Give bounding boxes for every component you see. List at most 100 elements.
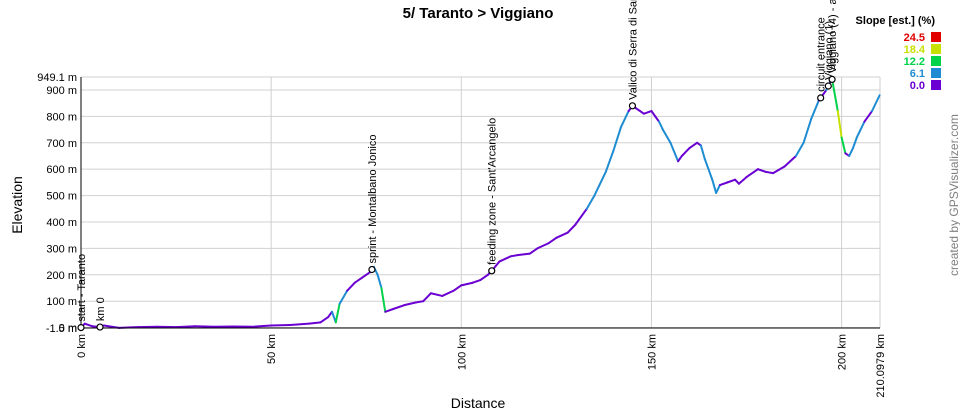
profile-segment: [334, 302, 341, 324]
waypoint-label: start - Taranto: [76, 254, 88, 322]
profile-segment: [414, 300, 425, 304]
y-tick-label: 700 m: [46, 138, 77, 150]
profile-segment: [745, 170, 756, 179]
x-axis-title: Distance: [451, 395, 506, 410]
waypoint-marker: [488, 267, 496, 275]
profile-segment: [871, 94, 881, 113]
legend-swatch: [931, 44, 941, 54]
profile-segment: [479, 273, 489, 282]
waypoint-marker: [368, 265, 376, 274]
profile-segment: [353, 276, 364, 284]
profile-segment: [338, 289, 349, 305]
profile-segment: [688, 141, 699, 150]
waypoint-marker: [817, 94, 825, 102]
credit-text: created by GPSVisualizer.com: [947, 114, 960, 276]
x-tick-label: 200 km: [837, 334, 849, 370]
y-tick-label: 0 m: [59, 323, 77, 335]
profile-segment: [836, 110, 843, 139]
waypoint-label: circuit entrance: [816, 17, 828, 92]
profile-segment: [726, 178, 737, 184]
profile-segment: [380, 286, 387, 313]
profile-segment: [699, 144, 706, 160]
profile-segment: [863, 110, 874, 123]
y-tick-label: 949.1 m: [37, 72, 77, 84]
profile-segment: [289, 322, 311, 326]
x-tick-label: 210.0979 km: [875, 334, 887, 398]
profile-segment: [650, 110, 657, 118]
profile-segment: [680, 147, 691, 157]
profile-segment: [658, 120, 664, 131]
profile-segment: [855, 128, 862, 139]
profile-segment: [711, 178, 718, 194]
waypoint-label: km 0: [95, 297, 107, 321]
profile-segment: [175, 325, 197, 329]
profile-segment: [102, 324, 121, 329]
profile-segment: [346, 281, 356, 292]
profile-segment: [585, 194, 596, 210]
profile-segment: [593, 170, 607, 197]
legend-value: 6.1: [910, 68, 925, 80]
x-tick-label: 50 km: [266, 334, 278, 364]
x-tick-label: 150 km: [646, 334, 658, 370]
profile-segment: [737, 176, 748, 185]
waypoint-marker: [96, 323, 104, 331]
profile-segment: [772, 165, 786, 175]
profile-segment: [471, 279, 482, 284]
profile-segment: [391, 304, 406, 311]
profile-segment: [422, 292, 432, 303]
profile-segment: [555, 231, 569, 239]
profile-segment: [821, 88, 828, 97]
profile-segment: [403, 301, 417, 307]
profile-segment: [620, 110, 630, 128]
profile-segment: [840, 136, 847, 155]
profile-segment: [452, 284, 463, 292]
legend-swatch: [931, 68, 941, 78]
legend-swatch: [931, 80, 941, 90]
profile-segment: [703, 157, 710, 171]
profile-segment: [308, 321, 322, 325]
profile-segment: [802, 118, 813, 144]
profile-segment: [460, 281, 474, 287]
profile-segment: [194, 325, 216, 328]
legend-value: 24.5: [904, 32, 925, 44]
waypoint-marker: [77, 324, 85, 332]
legend-title: Slope [est.] (%): [856, 15, 936, 27]
y-tick-label: 900 m: [46, 85, 77, 97]
waypoint-markers: start - Taranto km 0 sprint - Montalbano J…: [76, 0, 839, 332]
y-tick-label: 400 m: [46, 217, 77, 229]
y-tick-label: 800 m: [46, 111, 77, 123]
waypoint-marker: [824, 82, 832, 90]
profile-segment: [612, 125, 623, 152]
profile-segment: [642, 110, 653, 115]
waypoint-label: Viggiano (4) - arrivo: [827, 0, 839, 73]
slope-legend: Slope [est.] (%) 24.518.412.26.10.0: [856, 15, 941, 92]
profile-segment: [270, 323, 292, 327]
profile-segment: [764, 170, 775, 175]
profile-segment: [848, 147, 855, 157]
profile-segment: [376, 273, 383, 289]
profile-segment: [566, 223, 577, 234]
y-tick-label: 500 m: [46, 191, 77, 203]
profile-segment: [547, 236, 558, 245]
waypoint-marker: [828, 75, 836, 84]
profile-segment: [441, 289, 455, 297]
profile-segment: [517, 252, 531, 256]
profile-segment: [718, 181, 729, 187]
y-tick-label: 300 m: [46, 243, 77, 255]
waypoint-marker: [628, 102, 637, 110]
profile-segment: [319, 316, 330, 324]
profile-segment: [654, 115, 661, 123]
y-tick-label: -1.5 m: [46, 323, 77, 335]
y-tick-label: 200 m: [46, 270, 77, 282]
profile-segment: [536, 242, 550, 250]
profile-segment: [429, 292, 444, 297]
chart-title: 5/ Taranto > Viggiano: [403, 5, 554, 22]
profile-segment: [574, 207, 588, 226]
profile-segment: [661, 128, 672, 144]
profile-segment: [794, 141, 805, 157]
profile-segment: [832, 88, 839, 113]
profile-segment: [384, 308, 394, 313]
legend-swatch: [931, 32, 941, 42]
legend-swatch: [931, 56, 941, 66]
